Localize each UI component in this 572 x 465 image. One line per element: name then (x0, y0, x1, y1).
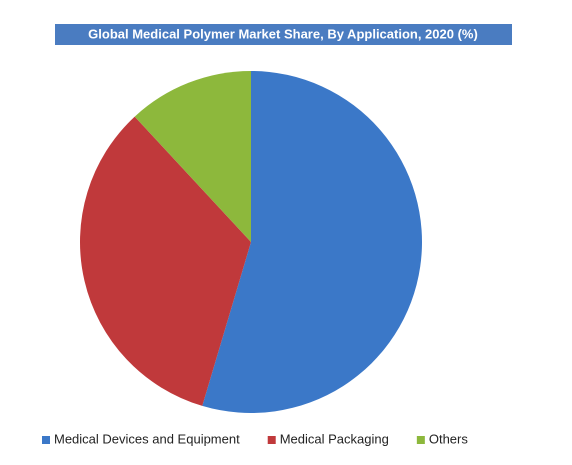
legend-swatch (416, 436, 425, 444)
legend-label: Medical Devices and Equipment (54, 431, 240, 446)
legend-label: Medical Packaging (280, 431, 389, 446)
pie-slice (202, 71, 422, 413)
title-banner (55, 24, 512, 45)
legend-swatch (42, 436, 50, 444)
chart-title: Global Medical Polymer Market Share, By … (88, 26, 478, 41)
legend-label: Others (429, 431, 469, 446)
legend-swatch (267, 436, 276, 444)
pie-slice (79, 116, 252, 406)
pie-slice (134, 71, 251, 242)
